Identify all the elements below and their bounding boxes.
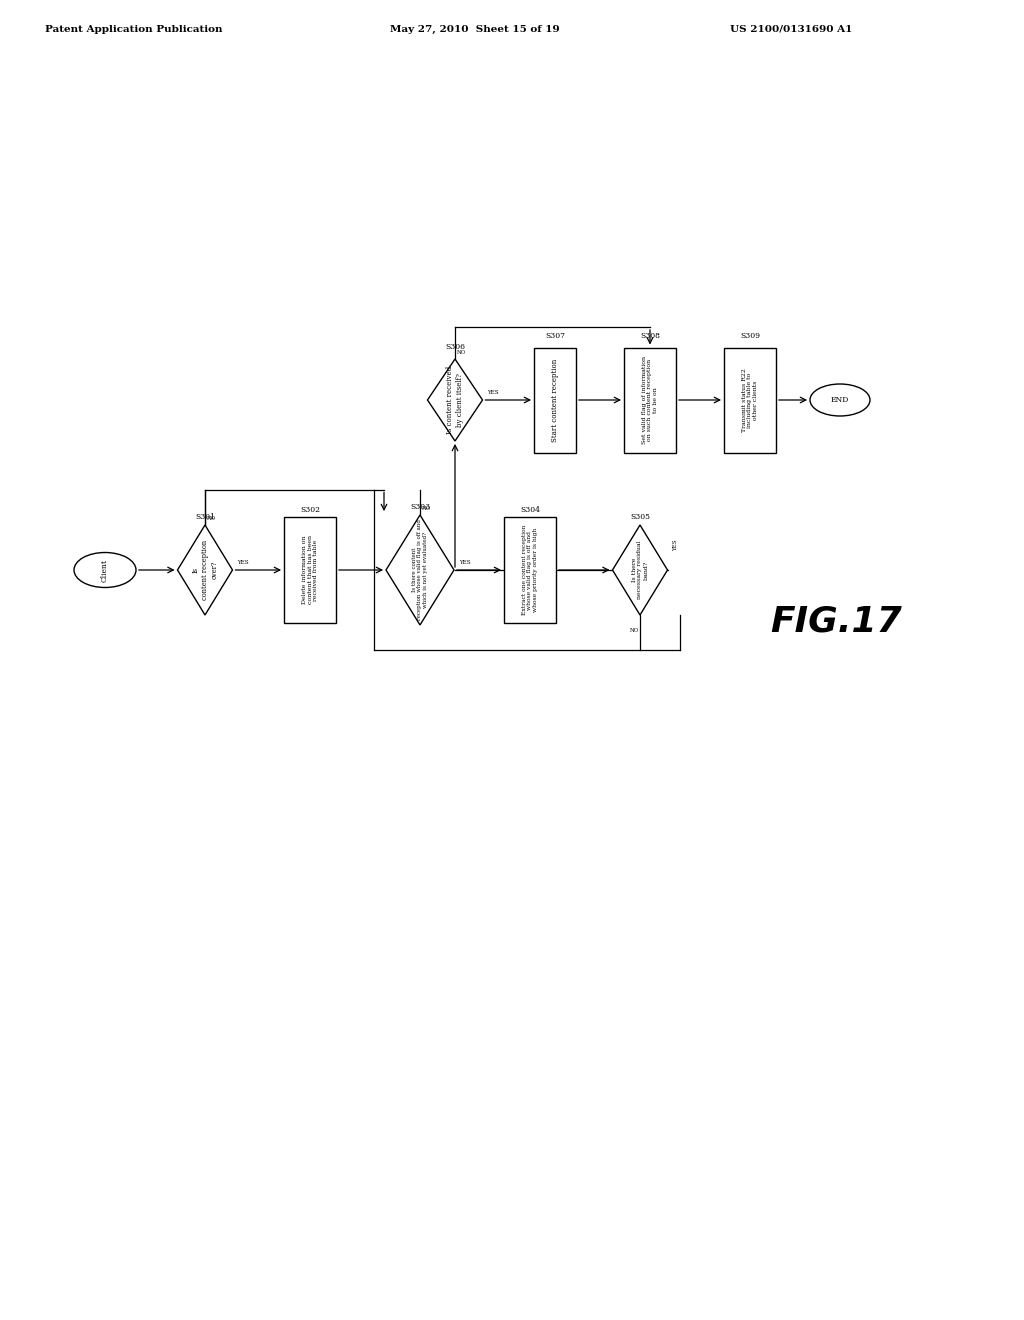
Text: Patent Application Publication: Patent Application Publication [45,25,222,34]
Polygon shape [177,525,232,615]
Text: Delete information on
content that has been
received from table: Delete information on content that has b… [302,536,318,605]
Bar [534,347,575,453]
Text: YES: YES [459,561,471,565]
Text: S308: S308 [640,331,660,339]
Text: FIG.17: FIG.17 [770,605,902,639]
Bar [504,517,556,623]
Text: S301: S301 [195,513,215,521]
Text: Is
content reception
over?: Is content reception over? [191,540,218,601]
Text: May 27, 2010  Sheet 15 of 19: May 27, 2010 Sheet 15 of 19 [390,25,560,34]
Text: Is there content
reception whose valid flag is off and
which is not yet evaluate: Is there content reception whose valid f… [412,520,428,620]
Bar [724,347,776,453]
Bar [624,347,676,453]
Polygon shape [612,525,668,615]
Ellipse shape [810,384,870,416]
Text: Extract one content reception
whose valid flag is off and
whose priority order i: Extract one content reception whose vali… [521,525,539,615]
Text: S305: S305 [630,513,650,521]
Text: Transmit status R22
including table to
other clients: Transmit status R22 including table to o… [741,368,759,432]
Text: US 2100/0131690 A1: US 2100/0131690 A1 [730,25,852,34]
Bar [284,517,336,623]
Text: NO: NO [457,351,466,355]
Text: S306: S306 [445,343,465,351]
Text: Is content received
by client itself?: Is content received by client itself? [446,366,464,434]
Text: NO: NO [207,516,216,521]
Text: S307: S307 [545,331,565,339]
Text: Start content reception: Start content reception [551,358,559,442]
Text: Set valid flag of information
on such content reception
to be on: Set valid flag of information on such co… [642,356,658,444]
Text: YES: YES [487,391,499,396]
Text: S303: S303 [410,503,430,511]
Ellipse shape [74,553,136,587]
Polygon shape [427,359,482,441]
Polygon shape [386,515,454,624]
Text: YES: YES [238,561,249,565]
Text: NO: NO [422,507,430,511]
Text: Client: Client [101,558,109,582]
Text: NO: NO [630,627,639,632]
Text: YES: YES [674,539,679,550]
Text: END: END [830,396,849,404]
Text: Is there
necessary residual
band?: Is there necessary residual band? [632,541,648,599]
Text: S309: S309 [740,331,760,339]
Text: S304: S304 [520,506,540,513]
Text: S302: S302 [300,506,319,513]
